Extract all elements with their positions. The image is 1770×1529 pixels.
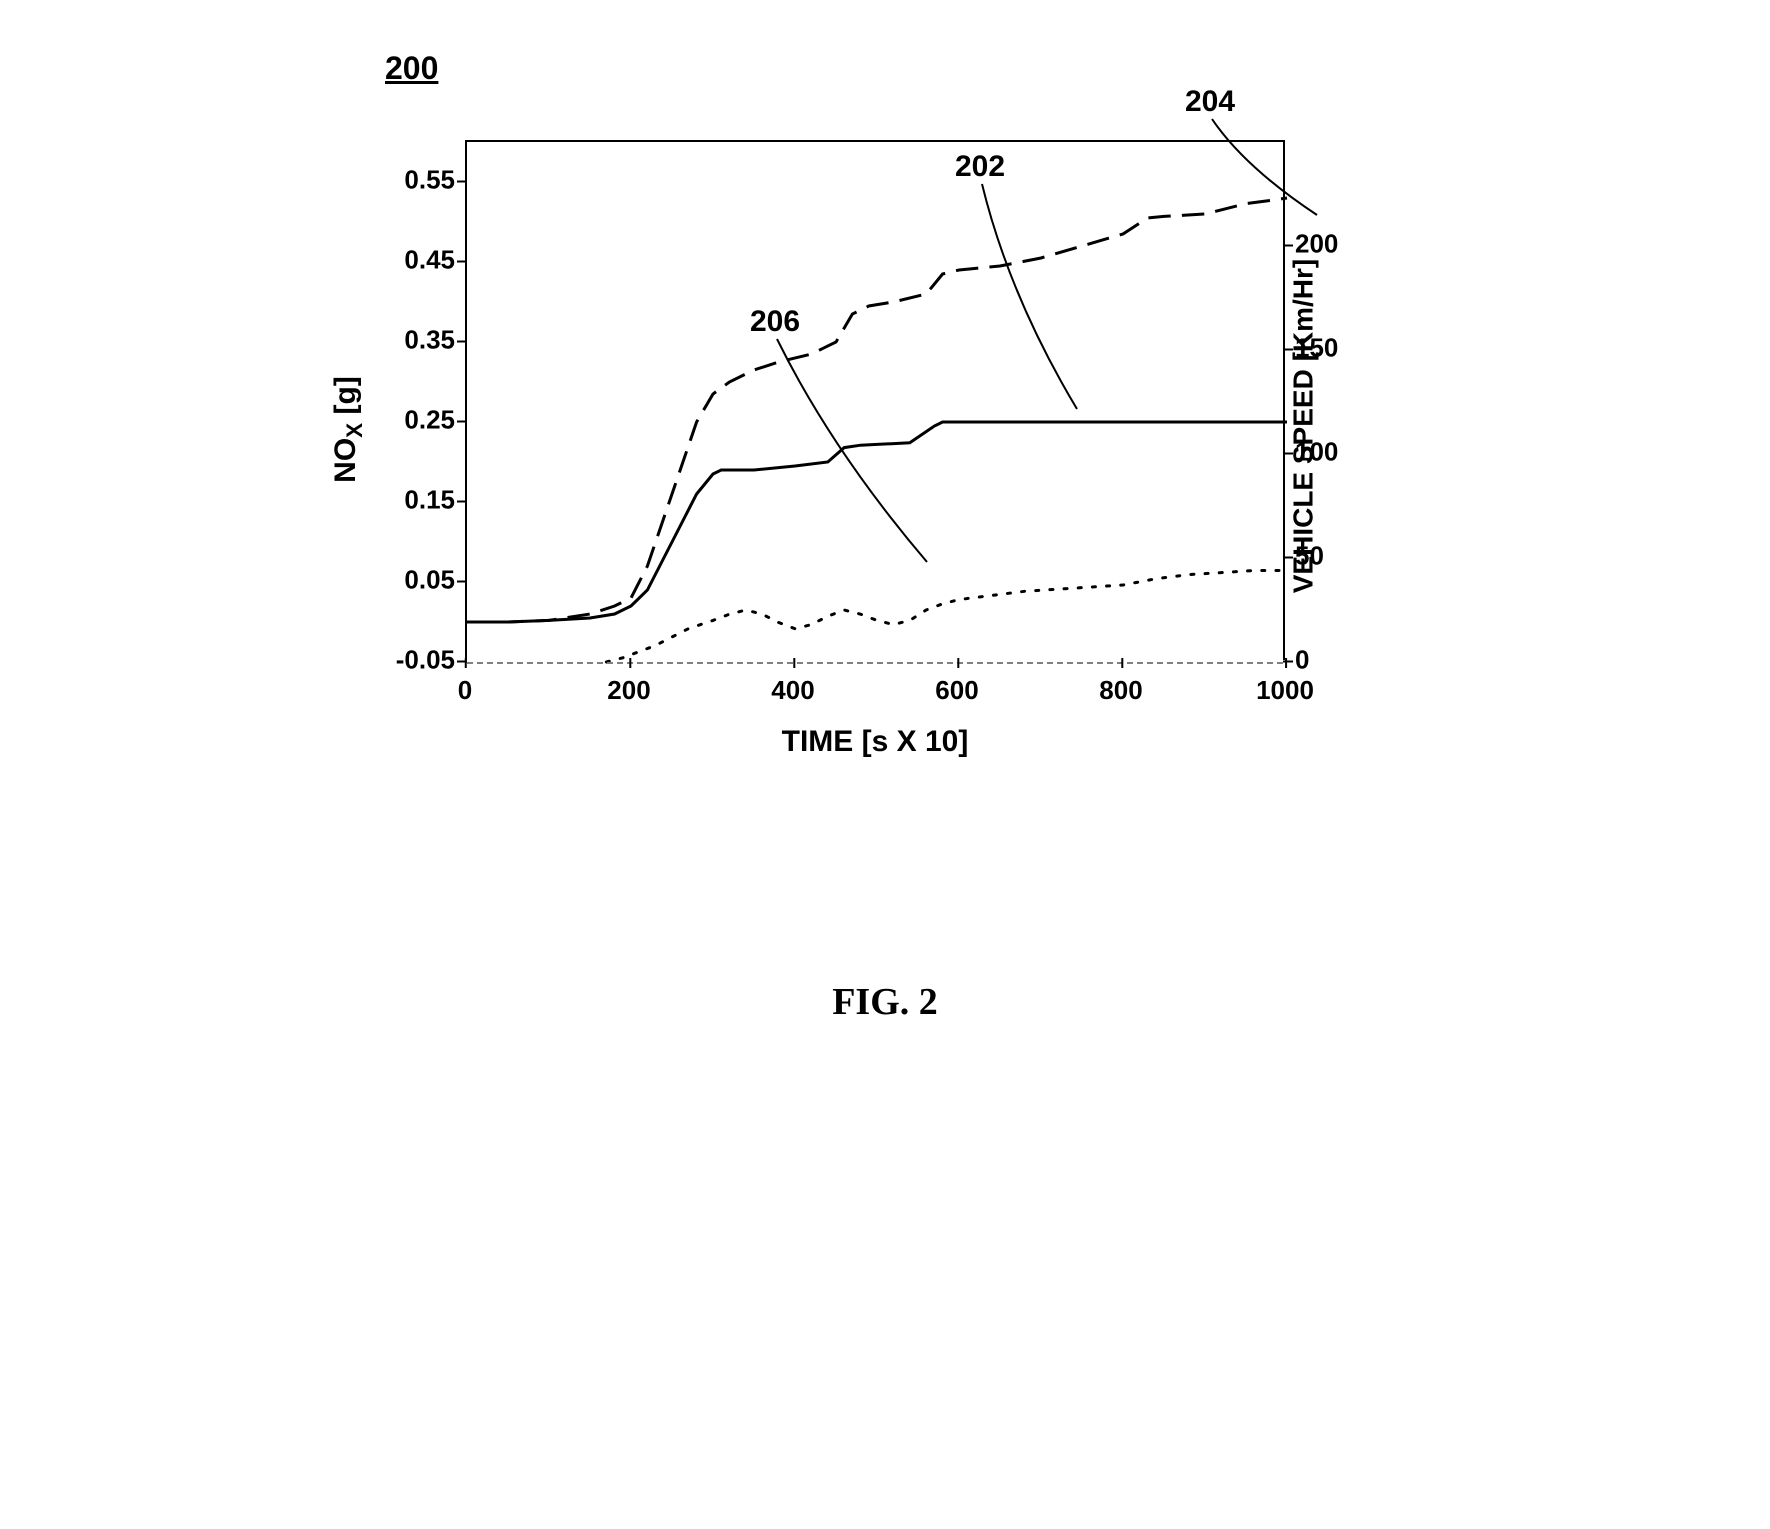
x-tick: 1000: [1256, 675, 1314, 706]
callout-label-202: 202: [955, 150, 1005, 184]
y-tick-left: -0.05: [396, 645, 455, 676]
y-axis-right-label: VEHICLE SPEED [Km/Hr]: [1287, 259, 1319, 594]
figure-reference-number: 200: [385, 50, 438, 87]
x-axis: 02004006008001000: [465, 660, 1285, 665]
plot-area: [465, 140, 1285, 660]
y-tick-left: 0.35: [404, 325, 455, 356]
y-tick-left: 0.45: [404, 245, 455, 276]
series-202: [467, 422, 1287, 622]
series-204: [467, 198, 1287, 622]
figure-container: 200 -0.050.050.150.250.350.450.55 050100…: [285, 40, 1485, 1024]
x-tick: 800: [1099, 675, 1142, 706]
y-tick-right: 200: [1295, 229, 1338, 260]
x-tick: 400: [771, 675, 814, 706]
x-tick: 200: [607, 675, 650, 706]
figure-caption: FIG. 2: [285, 980, 1485, 1024]
y-tick-right: 0: [1295, 645, 1309, 676]
y-tick-left: 0.55: [404, 165, 455, 196]
callout-line-202: [982, 184, 1077, 409]
chart-svg: [467, 142, 1287, 662]
x-axis-label: TIME [s X 10]: [465, 725, 1285, 759]
callout-line-206: [777, 339, 927, 562]
y-tick-left: 0.05: [404, 565, 455, 596]
callout-label-204: 204: [1185, 85, 1235, 119]
callout-label-206: 206: [750, 305, 800, 339]
series-206: [606, 571, 1287, 663]
x-tick: 600: [935, 675, 978, 706]
y-tick-left: 0.15: [404, 485, 455, 516]
x-tick: 0: [458, 675, 472, 706]
y-axis-left-label: NOX [g]: [329, 376, 368, 483]
chart: -0.050.050.150.250.350.450.55 0501001502…: [395, 120, 1355, 760]
y-axis-left: -0.050.050.150.250.350.450.55: [385, 140, 465, 660]
y-tick-left: 0.25: [404, 405, 455, 436]
